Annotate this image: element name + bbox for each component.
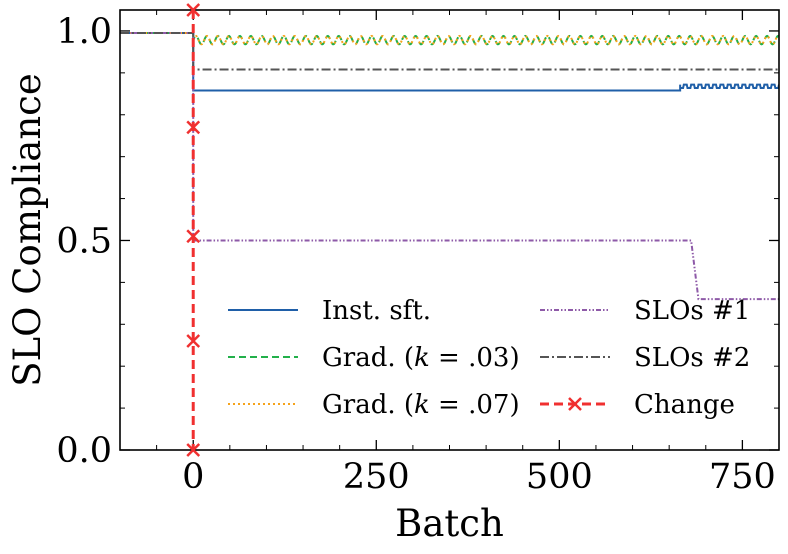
change-marker — [186, 334, 201, 348]
legend-label: Grad. (k = .03) — [322, 343, 520, 373]
plot-frame — [119, 9, 780, 451]
series-line-grad-k-03- — [120, 32, 779, 46]
legend-label: SLOs #1 — [634, 296, 750, 326]
series-line-grad-k-07- — [120, 32, 779, 46]
y-tick-label: 1.0 — [56, 12, 112, 52]
x-tick-label: 0 — [182, 457, 204, 497]
change-marker — [186, 3, 201, 17]
x-tick-label: 250 — [343, 457, 410, 497]
legend-entry: Change — [540, 390, 735, 420]
legend-entry: Grad. (k = .07) — [228, 390, 520, 420]
legend-label: Change — [634, 390, 735, 420]
change-marker — [186, 229, 201, 244]
legend-entry: Inst. sft. — [228, 296, 431, 326]
ticks: 0 250 500 750 0.0 0.5 1.0 — [56, 10, 780, 497]
legend: Inst. sft. Grad. (k = .03) Grad. (k = .07)… — [228, 296, 750, 420]
y-tick-label: 0.5 — [56, 221, 112, 261]
series-line-slos-2 — [120, 32, 779, 71]
axes-frame — [119, 9, 780, 451]
legend-label: Inst. sft. — [322, 296, 431, 326]
legend-entry: Grad. (k = .03) — [228, 343, 520, 373]
series-line-slos-1 — [120, 32, 779, 301]
legend-entry: SLOs #2 — [540, 343, 750, 373]
change-marker — [186, 120, 201, 135]
y-tick-label: 0.0 — [56, 431, 112, 471]
x-axis-label: Batch — [395, 502, 504, 545]
series-group — [120, 32, 779, 301]
legend-label: Grad. (k = .07) — [322, 390, 520, 420]
y-axis-label: SLO Compliance — [6, 73, 49, 387]
series-line-inst-sft- — [120, 32, 779, 92]
x-tick-label: 500 — [526, 457, 593, 497]
legend-entry: SLOs #1 — [540, 296, 750, 326]
legend-label: SLOs #2 — [634, 343, 750, 373]
x-tick-label: 750 — [709, 457, 776, 497]
change-marker — [186, 443, 201, 457]
